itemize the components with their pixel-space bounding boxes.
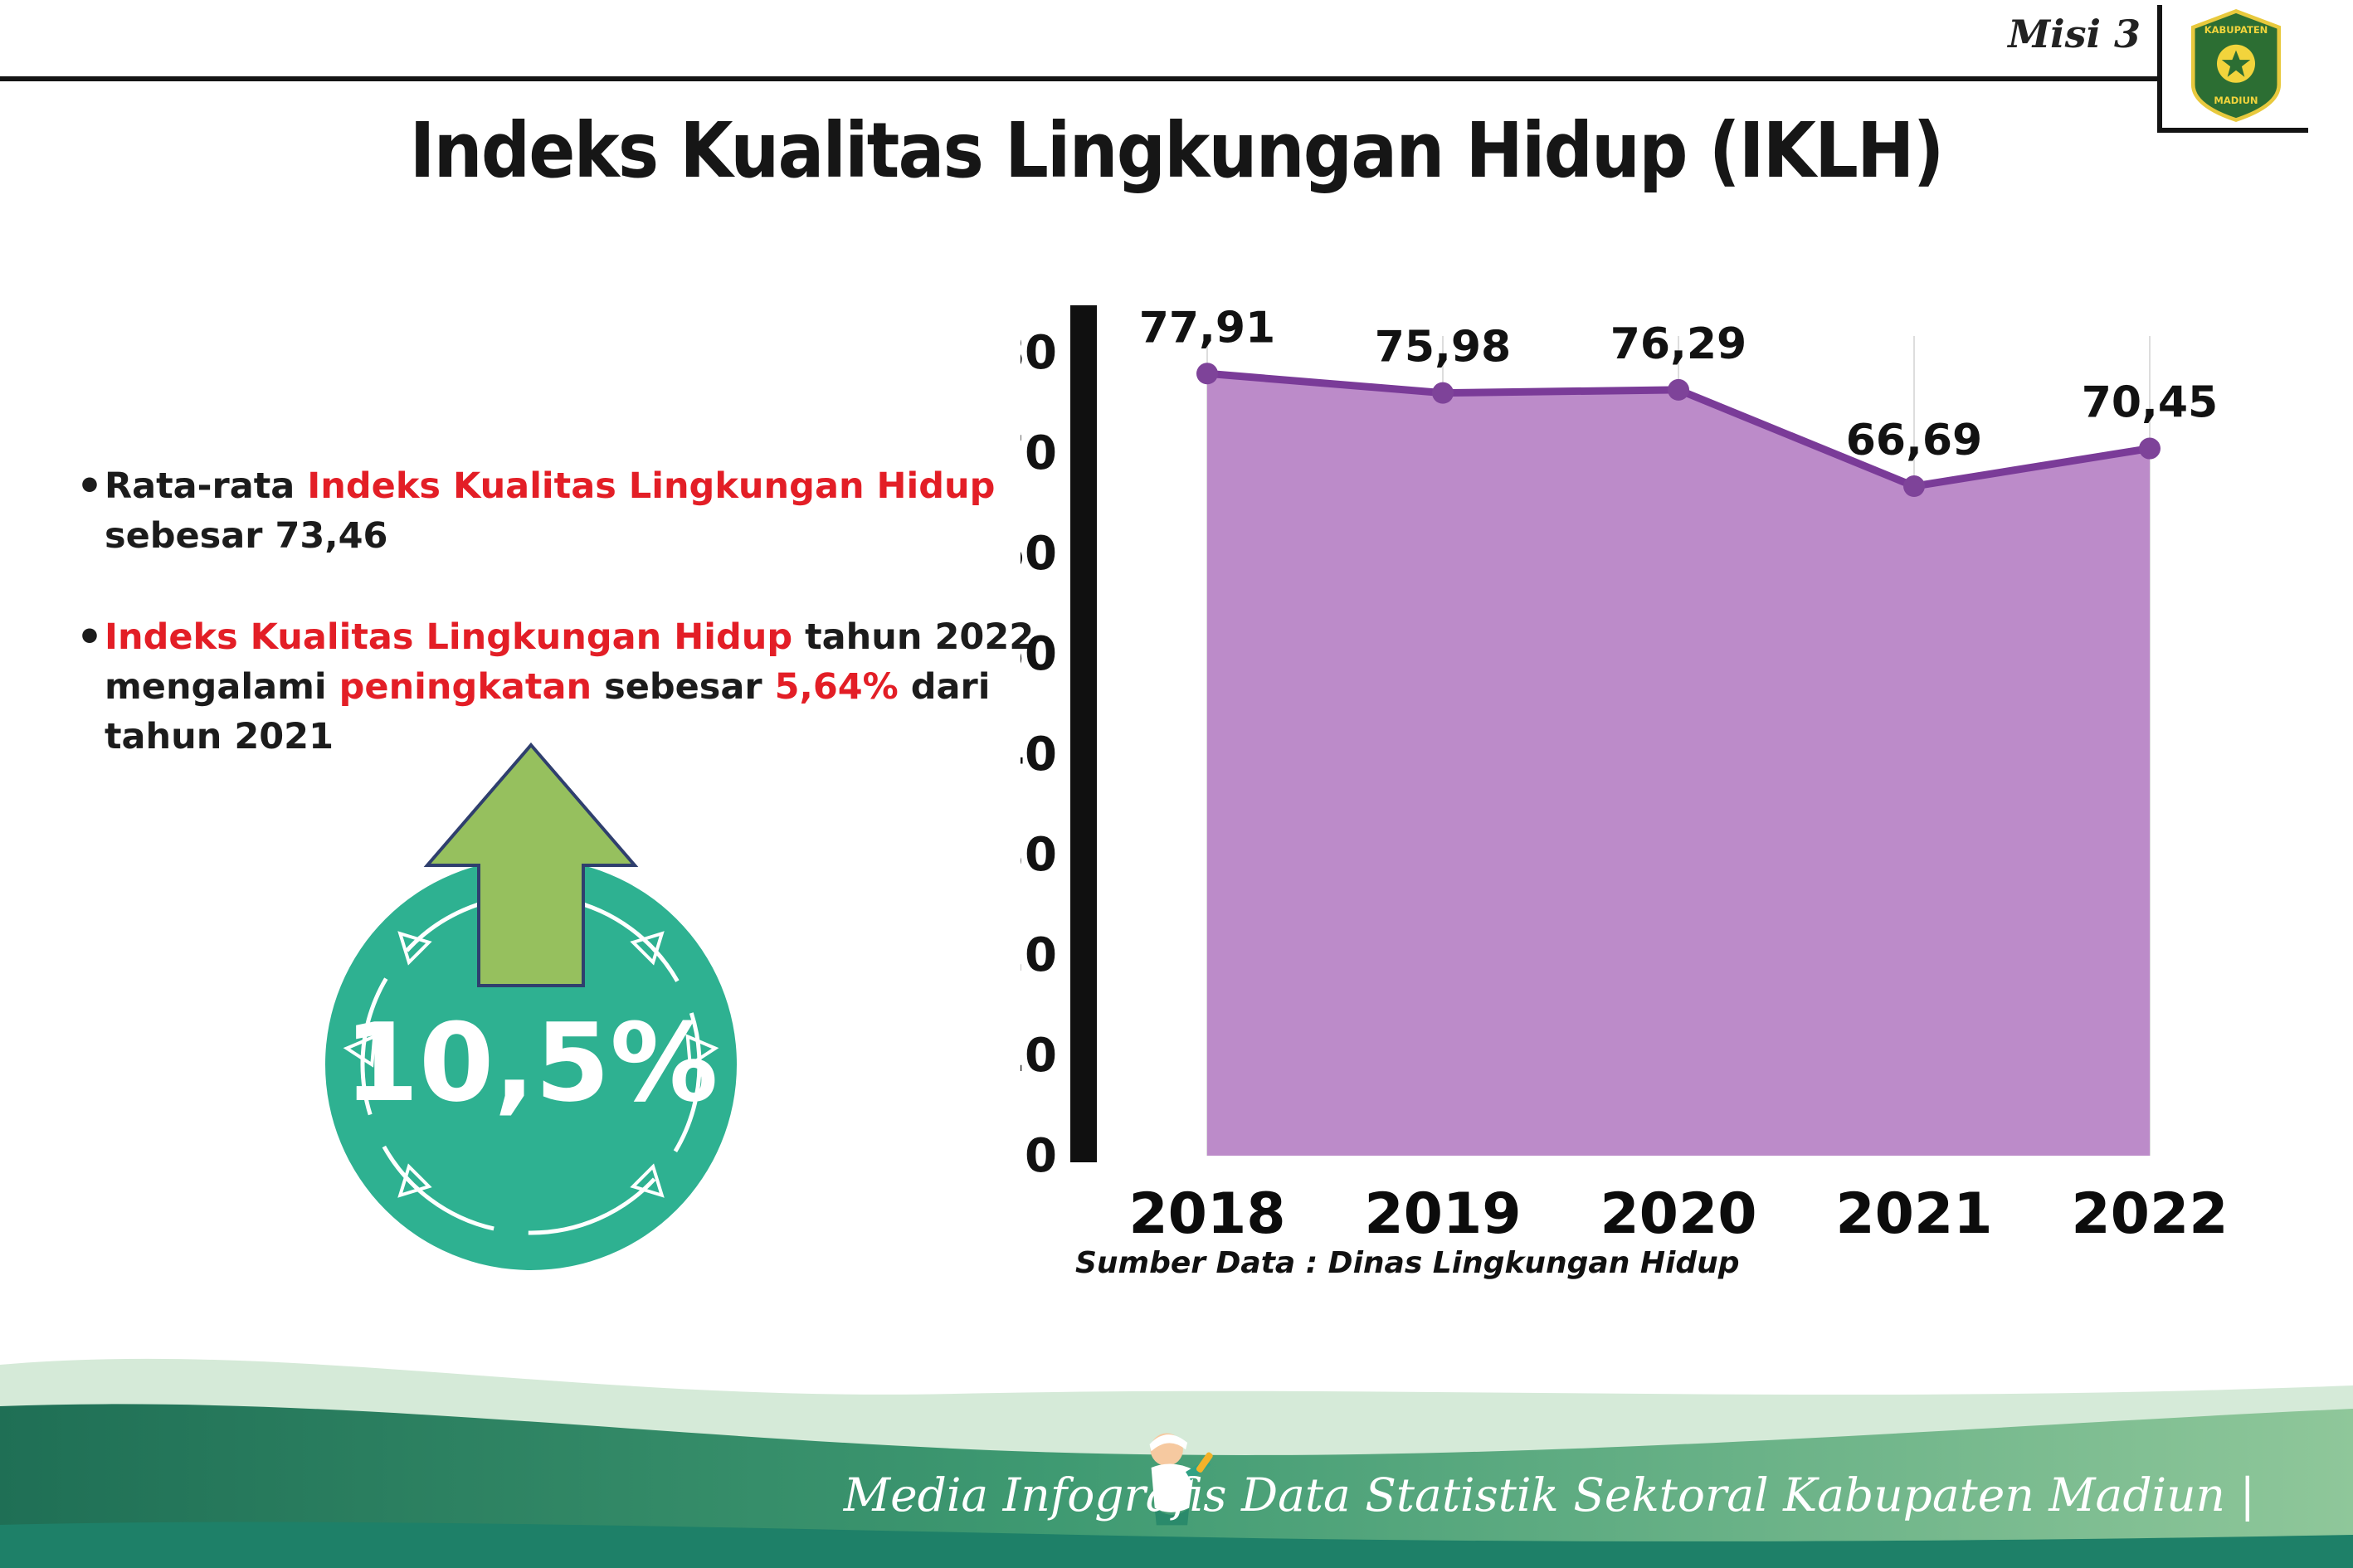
bullet-line: Indeks Kualitas Lingkungan Hidup tahun 2…	[105, 612, 1034, 662]
x-tick-label: 2021	[1835, 1181, 1992, 1247]
bullet-text: sebesar 73,46	[104, 515, 388, 557]
bullet-text-highlight: peningkatan	[339, 666, 592, 708]
wave-bottom-strip	[0, 1522, 2353, 1568]
y-tick-label: 0	[1025, 1129, 1057, 1183]
data-point	[2139, 437, 2161, 460]
y-tick-label: 30	[1021, 828, 1057, 882]
bullet-text: tahun 2021	[104, 716, 334, 757]
kabupaten-madiun-logo: KABUPATEN MADIUN	[2190, 8, 2282, 122]
logo-frame-vertical	[2157, 5, 2162, 133]
mascot-body	[1151, 1463, 1195, 1512]
key-points: • Rata-rata Indeks Kualitas Lingkungan H…	[76, 461, 1034, 813]
crest-text-bottom: MADIUN	[2214, 95, 2258, 106]
mascot-legs	[1154, 1507, 1190, 1526]
value-label: 77,91	[1139, 305, 1275, 353]
y-tick-label: 70	[1021, 426, 1057, 480]
y-axis-bar	[1070, 305, 1097, 1162]
bullet-line: mengalami peningkatan sebesar 5,64% dari	[105, 662, 1034, 712]
bullet-text: dari	[898, 666, 991, 708]
bullet-text: mengalami	[104, 666, 339, 708]
y-tick-label: 50	[1021, 627, 1057, 681]
footer-credit: Media Infografis Data Statistik Sektoral…	[843, 1468, 2255, 1522]
bullet-dot: •	[76, 462, 103, 510]
header-rule	[0, 76, 2159, 81]
bullet-line: Rata-rata Indeks Kualitas Lingkungan Hid…	[105, 461, 995, 511]
source-note: Sumber Data : Dinas Lingkungan Hidup	[1075, 1246, 1740, 1280]
mascot-pencil	[1196, 1452, 1213, 1473]
bullet-line: tahun 2021	[105, 712, 1034, 762]
x-tick-label: 2020	[1600, 1181, 1756, 1247]
bullet-text-highlight: Indeks Kualitas Lingkungan Hidup	[104, 616, 793, 658]
badge-circle	[325, 859, 737, 1270]
value-label: 70,45	[2082, 378, 2218, 428]
bullet-text-highlight: 5,64%	[774, 666, 899, 708]
y-tick-label: 20	[1021, 928, 1057, 982]
bullet-text-block: Rata-rata Indeks Kualitas Lingkungan Hid…	[105, 461, 995, 561]
page-title: Indeks Kualitas Lingkungan Hidup (IKLH)	[0, 106, 2353, 195]
crest-star-icon	[2221, 50, 2251, 77]
y-tick-label: 80	[1021, 326, 1057, 380]
tick-triangle-icon	[397, 1163, 432, 1198]
badge-value: 10,5%	[343, 1000, 718, 1126]
tick-triangle-icon	[397, 931, 432, 966]
logo-frame-horizontal	[2157, 128, 2308, 133]
data-point	[1668, 378, 1689, 401]
bullet-average-iklh: • Rata-rata Indeks Kualitas Lingkungan H…	[76, 461, 1006, 561]
bullet-dot: •	[76, 613, 103, 661]
y-tick-label: 10	[1021, 1029, 1057, 1083]
y-tick-label: 60	[1021, 527, 1057, 581]
arrow-up-icon	[423, 742, 639, 987]
data-point	[1432, 382, 1454, 404]
bullet-text-block: Indeks Kualitas Lingkungan Hidup tahun 2…	[105, 612, 1034, 762]
x-tick-label: 2018	[1128, 1181, 1285, 1247]
data-point	[1903, 475, 1925, 498]
data-point	[1196, 363, 1218, 385]
x-tick-label: 2022	[2071, 1181, 2228, 1247]
value-label: 76,29	[1610, 319, 1746, 369]
misi-label: Misi 3	[2008, 12, 2141, 56]
bullet-text-highlight: Indeks Kualitas Lingkungan Hidup	[307, 465, 996, 507]
x-tick-label: 2019	[1364, 1181, 1521, 1247]
mascot-hat	[1149, 1434, 1188, 1452]
bullet-text: sebesar	[592, 666, 775, 708]
bullet-text: tahun 2022	[792, 616, 1035, 658]
increase-badge: 10,5%	[325, 742, 737, 1270]
value-label: 66,69	[1846, 416, 1982, 465]
crest-text-top: KABUPATEN	[2204, 24, 2268, 36]
bullet-increase-2022: • Indeks Kualitas Lingkungan Hidup tahun…	[76, 612, 1034, 762]
value-label: 75,98	[1375, 323, 1511, 373]
bullet-text: Rata-rata	[104, 465, 308, 507]
tick-triangle-icon	[630, 1163, 665, 1198]
tick-triangle-icon	[343, 1034, 377, 1068]
area-fill	[1207, 373, 2150, 1156]
writer-mascot-icon	[1149, 1433, 1213, 1526]
iklh-area-chart: 77,91 75,98 76,29 66,69 70,45 0 10 20 30 40 50 60 70…	[1021, 305, 2229, 1247]
tick-triangle-icon	[685, 1034, 719, 1068]
tick-triangle-icon	[630, 931, 665, 966]
y-tick-label: 40	[1021, 728, 1057, 782]
page-title-text: Indeks Kualitas Lingkungan Hidup (IKLH)	[410, 106, 1945, 195]
bullet-line: sebesar 73,46	[105, 511, 995, 561]
